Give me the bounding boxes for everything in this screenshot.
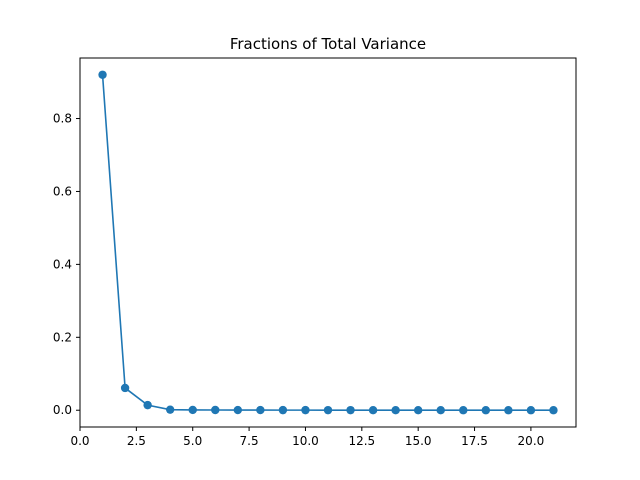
data-point xyxy=(233,405,243,415)
data-point xyxy=(526,406,536,415)
x-tick-label: 2.5 xyxy=(127,434,146,448)
data-point xyxy=(368,405,378,415)
x-tick-label: 5.0 xyxy=(183,434,202,448)
y-tick-label: 0.4 xyxy=(53,257,72,271)
y-axis: 0.0 0.2 0.4 0.6 0.8 xyxy=(53,112,80,417)
x-axis: 0.0 2.5 5.0 7.5 10.0 12.5 15.0 17.5 20.0 xyxy=(70,427,544,448)
data-point xyxy=(211,405,220,415)
y-tick-label: 0.8 xyxy=(53,112,72,126)
x-tick-label: 17.5 xyxy=(461,434,488,448)
data-point xyxy=(323,405,333,415)
data-point xyxy=(120,383,130,393)
series-line xyxy=(101,74,554,412)
plot-frame xyxy=(79,57,577,428)
chart-title: Fractions of Total Variance xyxy=(230,35,426,53)
x-tick-label: 10.0 xyxy=(292,434,319,448)
data-point xyxy=(391,405,400,415)
plot-area xyxy=(98,70,558,415)
data-point xyxy=(346,405,355,415)
x-tick-label: 12.5 xyxy=(348,434,375,448)
y-tick-label: 0.0 xyxy=(53,403,72,417)
data-point xyxy=(256,405,265,415)
data-point xyxy=(98,70,107,79)
data-point xyxy=(549,406,558,415)
data-point xyxy=(504,406,513,415)
x-tick-label: 7.5 xyxy=(240,434,259,448)
data-point xyxy=(165,405,175,414)
data-point xyxy=(143,400,152,410)
data-point xyxy=(278,405,288,415)
y-tick-label: 0.6 xyxy=(53,184,72,198)
data-point xyxy=(413,405,423,415)
x-tick-label: 20.0 xyxy=(518,434,545,448)
x-tick-label: 15.0 xyxy=(405,434,432,448)
y-tick-label: 0.2 xyxy=(53,330,72,344)
data-point xyxy=(436,405,445,415)
data-point xyxy=(301,405,310,415)
x-tick-label: 0.0 xyxy=(70,434,89,448)
data-point xyxy=(459,406,468,415)
data-point xyxy=(481,406,491,415)
data-point xyxy=(188,405,197,415)
